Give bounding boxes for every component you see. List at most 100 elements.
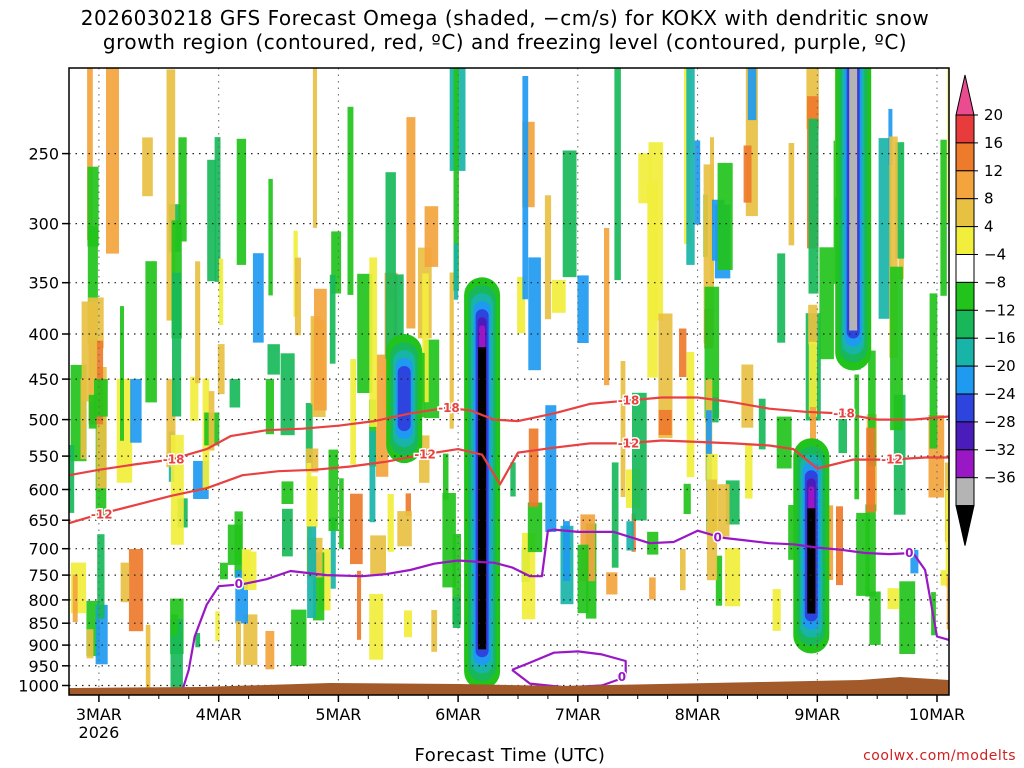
- omega-streak: [889, 136, 898, 358]
- omega-streak: [268, 178, 273, 296]
- omega-streak: [236, 138, 247, 265]
- omega-streak: [72, 574, 78, 623]
- contour-line: [164, 528, 949, 695]
- contours: -18 -18 -18 -18 -12 -12 -12 -12 0 0 0 0: [69, 392, 949, 695]
- omega-streak: [758, 398, 766, 450]
- omega-streak: [527, 502, 543, 553]
- y-tick-label: 850: [28, 614, 59, 633]
- omega-streak: [686, 352, 695, 478]
- omega-streak: [743, 145, 752, 203]
- omega-streak: [788, 143, 795, 246]
- omega-streak: [706, 479, 718, 581]
- omega-streak: [241, 549, 252, 582]
- omega-streak: [86, 629, 94, 659]
- colorbar-label: −24: [984, 385, 1016, 403]
- contour-label: 0: [714, 531, 722, 545]
- y-tick-label: 300: [28, 215, 59, 234]
- omega-streak: [419, 435, 430, 483]
- omega-streak: [422, 273, 429, 403]
- omega-streak: [306, 476, 318, 528]
- omega-streak: [195, 261, 201, 384]
- contour-label: -18: [163, 453, 185, 467]
- omega-streak: [604, 228, 610, 386]
- omega-streak: [577, 275, 589, 343]
- omega-streak: [449, 272, 454, 429]
- omega-streak: [190, 376, 199, 421]
- contour-label: 0: [235, 577, 243, 591]
- y-axis: 250 300 350 400 450 500 550 600 650 700 750 800 850 9…: [18, 145, 69, 696]
- contour-label: -18: [618, 394, 640, 408]
- omega-streak: [910, 549, 919, 574]
- omega-streak: [350, 493, 363, 565]
- y-tick-label: 350: [28, 274, 59, 293]
- omega-streak: [120, 562, 130, 603]
- colorbar-label: 12: [984, 162, 1003, 180]
- x-tick-label: 6MAR: [435, 705, 481, 724]
- omega-streak: [747, 68, 757, 121]
- omega-streak: [236, 621, 241, 665]
- colorbar-segment: [955, 142, 975, 172]
- omega-streak: [940, 139, 947, 296]
- omega-streak: [683, 483, 691, 514]
- x-tick-label: 3MAR: [76, 705, 122, 724]
- x-tick-label: 9MAR: [794, 705, 840, 724]
- y-tick-label: 550: [28, 447, 59, 466]
- y-tick-label: 250: [28, 145, 59, 164]
- omega-streak: [510, 462, 516, 497]
- omega-streak: [715, 484, 730, 537]
- omega-streak: [452, 534, 461, 625]
- omega-streak: [195, 633, 201, 648]
- omega-streak: [394, 274, 404, 374]
- credit-link[interactable]: coolwx.com/modelts: [863, 748, 1016, 764]
- contour-label: -12: [881, 453, 903, 467]
- omega-streak: [95, 604, 108, 665]
- contour-label: 0: [618, 670, 626, 684]
- omega-streak: [679, 328, 687, 377]
- omega-streak: [265, 378, 274, 435]
- omega-core-max: [478, 347, 487, 650]
- x-axis: 3MAR 4MAR 5MAR 6MAR 7MAR 8MAR 9MAR 10MAR 2026: [76, 695, 965, 742]
- colorbar-segment: [955, 114, 975, 144]
- omega-streak: [443, 453, 449, 500]
- omega-streak: [218, 258, 224, 325]
- x-tick-label: 5MAR: [315, 705, 361, 724]
- plot-area: -18 -18 -18 -18 -12 -12 -12 -12 0 0 0 0: [69, 68, 949, 695]
- omega-streak: [431, 610, 438, 652]
- colorbar-segment: [955, 393, 975, 423]
- omega-streak: [370, 535, 386, 576]
- omega-streak: [614, 68, 621, 281]
- y-tick-label: 650: [28, 511, 59, 530]
- omega-streak: [252, 253, 264, 343]
- omega-streak: [294, 257, 301, 336]
- omega-streak: [69, 445, 75, 513]
- omega-streak: [703, 164, 714, 344]
- omega-streak: [517, 276, 526, 334]
- omega-streak: [280, 353, 295, 436]
- omega-streak: [725, 548, 741, 607]
- colorbar-label: −8: [984, 273, 1006, 291]
- omega-streak: [88, 394, 97, 429]
- omega-streak: [562, 150, 577, 278]
- terrain-surface: [69, 677, 949, 695]
- omega-streak: [545, 405, 557, 532]
- omega-streak: [452, 597, 461, 628]
- omega-streak: [178, 137, 187, 242]
- omega-streak: [819, 247, 834, 360]
- omega-streak: [282, 508, 293, 557]
- omega-streak: [145, 624, 151, 691]
- omega-streak: [929, 293, 938, 449]
- omega-streak: [385, 172, 396, 359]
- chart-title-line-1: 2026030218 GFS Forecast Omega (shaded, −…: [80, 6, 930, 30]
- omega-streak: [946, 576, 949, 630]
- omega-streak: [777, 253, 786, 343]
- contour-label: -18: [833, 406, 855, 420]
- colorbar-extend-bottom: [955, 505, 975, 546]
- omega-streak: [893, 394, 906, 515]
- omega-streak: [868, 350, 876, 467]
- omega-streak: [887, 588, 900, 610]
- omega-streak: [350, 359, 356, 465]
- omega-streak: [715, 555, 723, 606]
- omega-streak: [120, 306, 124, 441]
- plot-frame: [68, 67, 950, 696]
